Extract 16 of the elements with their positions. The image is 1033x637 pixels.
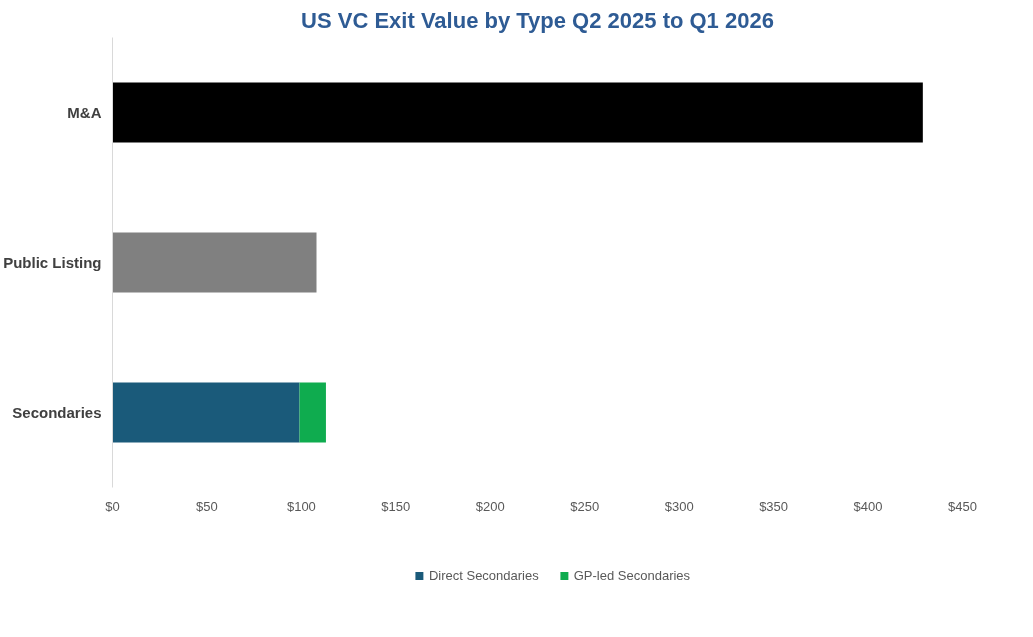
x-tick-label: $300 xyxy=(664,498,694,514)
x-tick-label: $350 xyxy=(759,498,789,514)
y-tick-label: Public Listing xyxy=(3,254,102,271)
legend-label: Direct Secondaries xyxy=(428,567,539,583)
y-tick-label: Secondaries xyxy=(12,404,102,421)
x-tick-label: $250 xyxy=(570,498,600,514)
x-tick-label: $0 xyxy=(105,498,120,514)
x-tick-label: $100 xyxy=(286,498,316,514)
legend-label: GP-led Secondaries xyxy=(573,567,691,583)
y-tick-label: M&A xyxy=(67,104,102,121)
x-tick-label: $400 xyxy=(853,498,883,514)
x-tick-label: $200 xyxy=(475,498,505,514)
x-tick-label: $450 xyxy=(948,498,977,514)
x-tick-label: $150 xyxy=(381,498,411,514)
x-tick-label: $50 xyxy=(196,498,218,514)
chart-title: US VC Exit Value by Type Q2 2025 to Q1 2026 xyxy=(301,7,774,33)
